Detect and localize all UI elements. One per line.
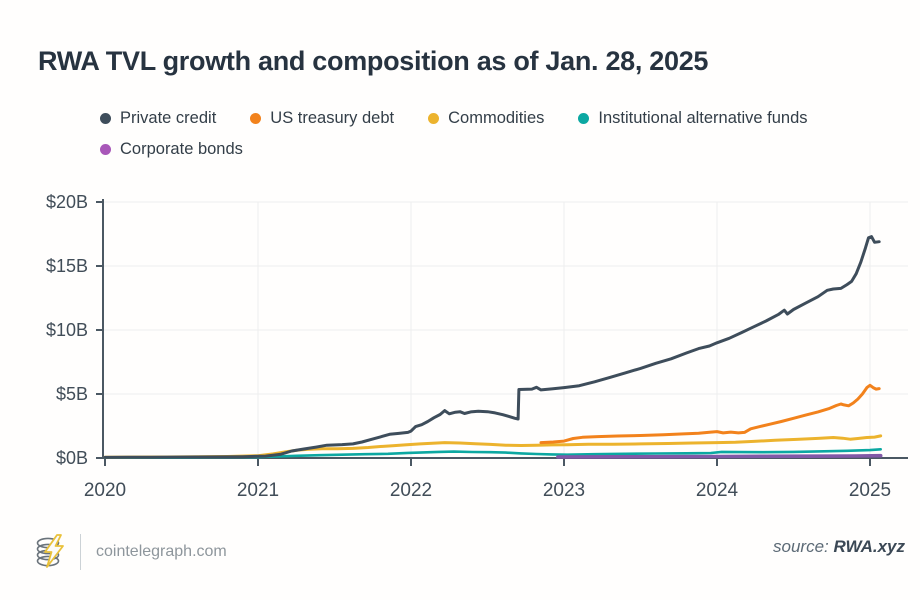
legend-item-us-treasury-debt: US treasury debt: [250, 109, 394, 128]
source-label: source:: [773, 537, 829, 556]
legend-dot-icon: [100, 144, 111, 155]
x-tick-label: 2024: [696, 480, 739, 501]
legend-item-private-credit: Private credit: [100, 109, 216, 128]
legend-dot-icon: [250, 113, 262, 124]
legend-label: Institutional alternative funds: [598, 109, 808, 127]
legend-dot-icon: [428, 113, 440, 124]
y-tick-label: $5B: [56, 384, 88, 404]
series-line-us-treasury-debt: [539, 383, 881, 445]
x-tick-label: 2020: [84, 480, 126, 501]
chart-legend: Private credit US treasury debt Commoditie…: [100, 109, 900, 159]
footer-brand-text: cointelegraph.com: [96, 543, 227, 560]
series-line-private-credit: [103, 235, 881, 459]
legend-label: US treasury debt: [270, 109, 395, 127]
page-title: RWA TVL growth and composition as of Jan…: [38, 46, 709, 77]
legend-dot-icon: [100, 113, 111, 124]
x-tick-label: 2023: [543, 480, 585, 501]
x-tick-label: 2021: [237, 480, 279, 501]
series-line-corporate-bonds: [556, 453, 883, 459]
y-tick-label: $15B: [46, 256, 88, 276]
legend-dot-icon: [578, 113, 590, 124]
legend-label: Corporate bonds: [120, 140, 243, 158]
source-credit: source: RWA.xyz: [773, 537, 905, 557]
x-tick-label: 2025: [849, 480, 891, 501]
legend-label: Commodities: [448, 109, 545, 127]
legend-label: Private credit: [120, 109, 217, 127]
series-line-institutional-alternative-funds: [103, 448, 882, 459]
series-line-commodities: [103, 434, 883, 459]
source-value: RWA.xyz: [833, 537, 906, 556]
legend-item-commodities: Commodities: [428, 109, 544, 128]
footer-divider: [80, 534, 81, 570]
x-tick-label: 2022: [390, 480, 432, 501]
y-tick-label: $10B: [46, 320, 88, 340]
y-tick-label: $0B: [56, 448, 88, 468]
legend-item-corporate-bonds: Corporate bonds: [100, 140, 243, 159]
cointelegraph-logo-icon: [36, 534, 64, 568]
legend-item-institutional-alternative-funds: Institutional alternative funds: [578, 109, 808, 128]
y-tick-label: $20B: [46, 192, 88, 212]
